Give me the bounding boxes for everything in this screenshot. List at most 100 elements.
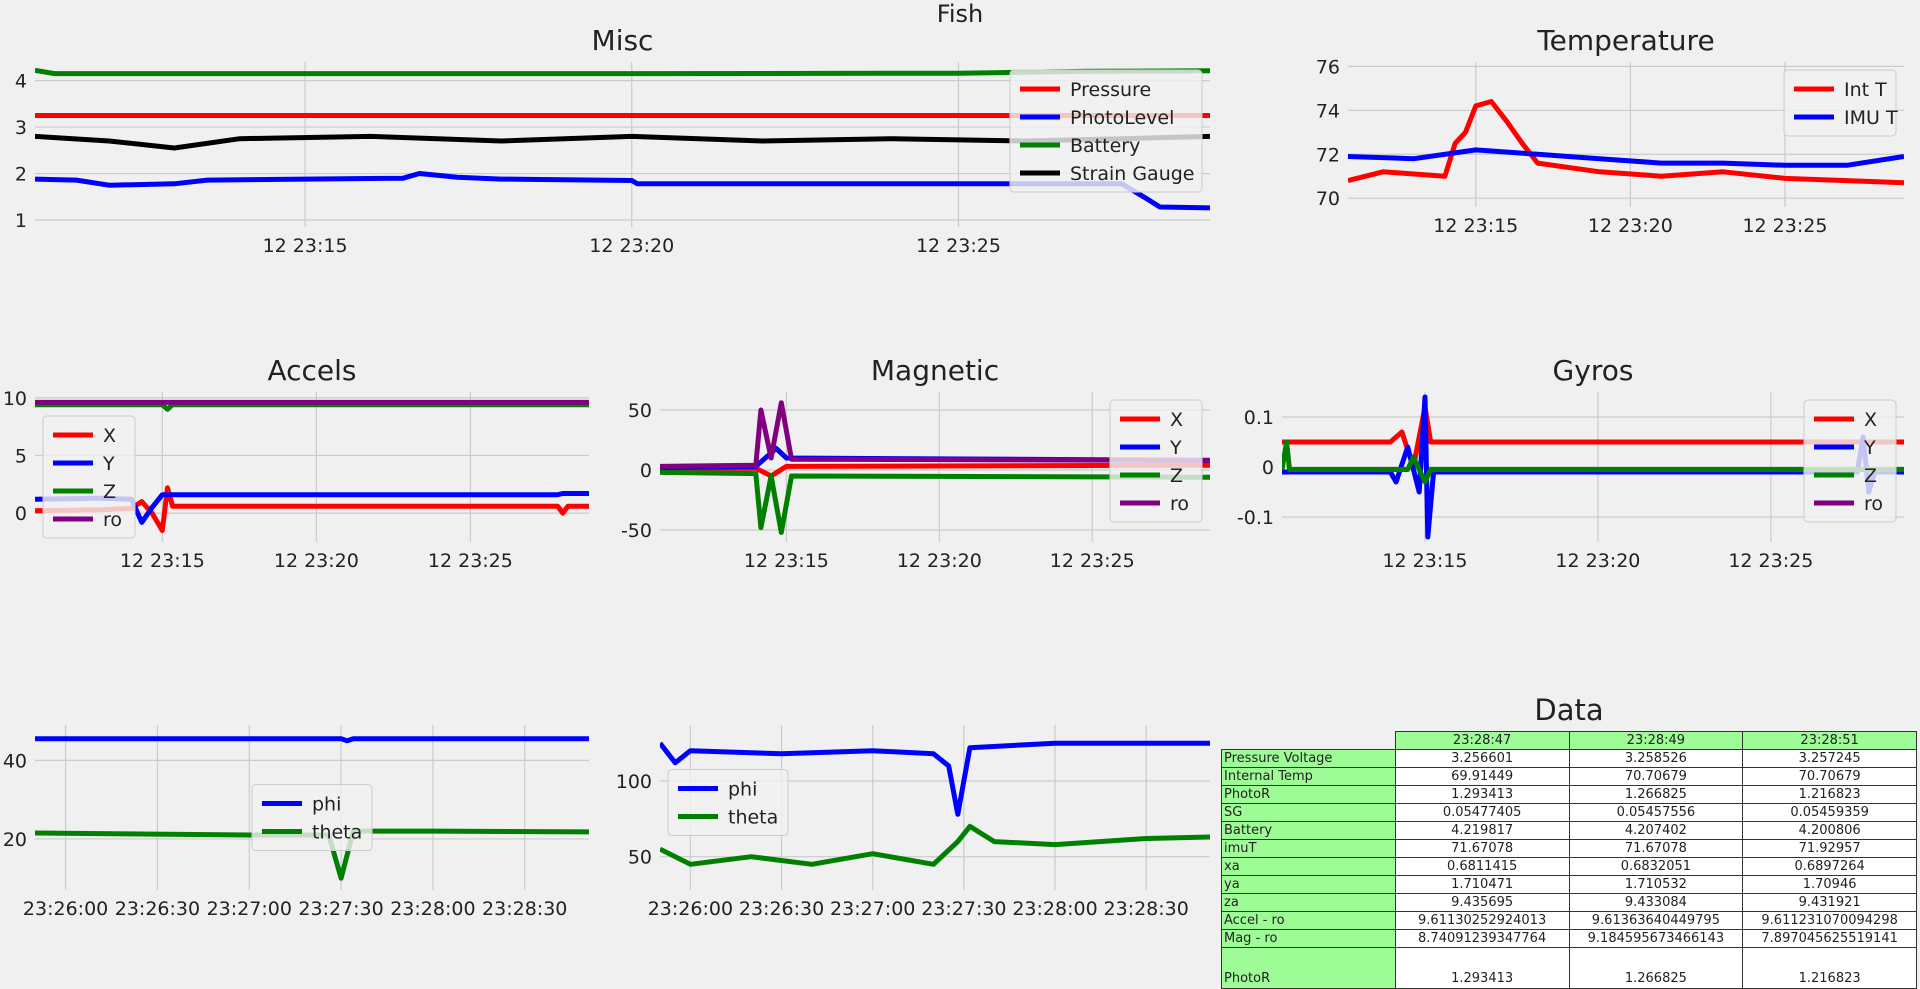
table-cell: 70.70679 <box>1742 767 1917 786</box>
x-tick-label: 12 23:15 <box>120 550 205 572</box>
y-tick-label: 76 <box>1316 56 1340 78</box>
x-tick-label: 23:27:00 <box>830 898 915 920</box>
table-cell: 71.67078 <box>1394 839 1570 858</box>
series-line-z <box>660 469 1210 535</box>
chart-title: Gyros <box>1553 354 1634 387</box>
y-tick-label: 10 <box>3 388 27 410</box>
legend-label: X <box>103 425 116 447</box>
legend-box <box>1803 399 1897 523</box>
legend-label: Strain Gauge <box>1070 163 1194 185</box>
table-cell: 0.05477405 <box>1394 803 1570 822</box>
y-tick-label: 0 <box>15 503 27 525</box>
y-tick-label: 50 <box>628 400 652 422</box>
legend-label: ro <box>1864 493 1883 515</box>
table-cell: 71.67078 <box>1568 839 1744 858</box>
table-row: za 9.435695 9.433084 9.431921 <box>1221 893 1917 912</box>
table-cell: 1.710532 <box>1568 875 1744 894</box>
x-tick-label: 12 23:20 <box>1555 550 1640 572</box>
table-cell: 1.710471 <box>1394 875 1570 894</box>
column-header: 23:28:47 <box>1394 731 1570 750</box>
table-row: ya 1.710471 1.710532 1.70946 <box>1221 875 1917 894</box>
series-line-z <box>1282 439 1904 485</box>
temperature-chart: Temperature 70 72 74 76 12 23:15 12 23:20 12 23… <box>1316 24 1904 237</box>
y-tick-label: 3 <box>15 117 27 139</box>
y-tick-label: 5 <box>15 445 27 467</box>
row-label: PhotoR <box>1221 785 1396 804</box>
x-tick-label: 12 23:25 <box>916 235 1001 257</box>
table-row: Mag - ro 8.74091239347764 9.18459567346614… <box>1221 929 1917 948</box>
gyros-chart: Gyros -0.1 0 0.1 12 23:15 12 23:20 12 23:25 XYZ… <box>1237 354 1904 572</box>
figure-title: Fish <box>936 0 984 28</box>
row-label: ya <box>1221 875 1396 894</box>
x-tick-label: 12 23:15 <box>744 550 829 572</box>
table-cell: 7.897045625519141 <box>1742 929 1917 948</box>
y-tick-label: 72 <box>1316 144 1340 166</box>
column-header: 23:28:51 <box>1742 731 1917 750</box>
x-tick-label: 23:26:00 <box>648 898 733 920</box>
column-header: 23:28:49 <box>1568 731 1744 750</box>
x-tick-label: 23:28:30 <box>482 898 567 920</box>
table-cell: 9.184595673466143 <box>1568 929 1744 948</box>
data-table: 23:28:47 23:28:49 23:28:51 Pressure Volt… <box>1221 731 1917 989</box>
table-row: Internal Temp 69.91449 70.70679 70.70679 <box>1221 767 1917 786</box>
y-tick-label: 2 <box>15 164 27 186</box>
legend-label: Z <box>103 481 116 503</box>
legend-label: ro <box>1170 493 1189 515</box>
series-line-z <box>35 402 589 412</box>
legend-label: theta <box>728 807 778 829</box>
x-tick-label: 12 23:25 <box>1728 550 1813 572</box>
x-tick-label: 12 23:15 <box>263 235 348 257</box>
chart-title: Misc <box>592 24 654 57</box>
table-cell: 4.219817 <box>1394 821 1570 840</box>
table-cell: 9.435695 <box>1394 893 1570 912</box>
table-row: imuT 71.67078 71.67078 71.92957 <box>1221 839 1917 858</box>
y-tick-label: 4 <box>15 71 27 93</box>
x-tick-label: 12 23:20 <box>1588 215 1673 237</box>
x-tick-label: 23:26:30 <box>115 898 200 920</box>
y-tick-label: 0 <box>1262 457 1274 479</box>
legend-label: Y <box>102 453 115 475</box>
table-cell: 1.293413 <box>1394 785 1570 804</box>
legend-box <box>1109 399 1203 523</box>
x-tick-label: 23:26:00 <box>23 898 108 920</box>
x-tick-label: 23:28:00 <box>1012 898 1097 920</box>
table-cell: 3.257245 <box>1742 749 1917 768</box>
legend-label: Y <box>1863 437 1876 459</box>
series-line-int-t <box>1348 99 1904 186</box>
y-tick-label: 70 <box>1316 188 1340 210</box>
table-cell: 1.293413 <box>1394 947 1570 989</box>
legend-label: IMU T <box>1844 107 1898 129</box>
angles1-chart: 20 40 23:26:00 23:26:30 23:27:00 23:27:30 23:2… <box>3 725 589 920</box>
table-cell: 1.266825 <box>1568 785 1744 804</box>
x-tick-label: 12 23:15 <box>1382 550 1467 572</box>
table-cell: 8.74091239347764 <box>1394 929 1570 948</box>
table-cell: 70.70679 <box>1568 767 1744 786</box>
series-line-ro <box>660 400 1210 469</box>
legend-label: X <box>1864 409 1877 431</box>
legend-box <box>1009 69 1203 193</box>
x-tick-label: 12 23:25 <box>428 550 513 572</box>
table-row: xa 0.6811415 0.6832051 0.6897264 <box>1221 857 1917 876</box>
series-line-theta <box>660 823 1210 867</box>
angles2-chart: 50 100 23:26:00 23:26:30 23:27:00 23:27:30 23:… <box>616 725 1210 920</box>
legend-label: X <box>1170 409 1183 431</box>
table-cell: 9.433084 <box>1568 893 1744 912</box>
table-cell: 1.70946 <box>1742 875 1917 894</box>
table-row: Accel - ro 9.61130252924013 9.613636404497… <box>1221 911 1917 930</box>
legend-label: ro <box>103 509 122 531</box>
legend-label: Z <box>1864 465 1877 487</box>
y-tick-label: 40 <box>3 750 27 772</box>
table-row: PhotoR 1.293413 1.266825 1.216823 <box>1221 785 1917 804</box>
table-cell: 0.6897264 <box>1742 857 1917 876</box>
x-tick-label: 23:28:00 <box>390 898 475 920</box>
table-cell: 1.216823 <box>1742 785 1917 804</box>
table-cell: 3.258526 <box>1568 749 1744 768</box>
table-cell: 4.207402 <box>1568 821 1744 840</box>
table-cell: 71.92957 <box>1742 839 1917 858</box>
row-label: xa <box>1221 857 1396 876</box>
row-label: za <box>1221 893 1396 912</box>
data-table-title: Data <box>1534 693 1604 727</box>
y-tick-label: -50 <box>621 520 652 542</box>
